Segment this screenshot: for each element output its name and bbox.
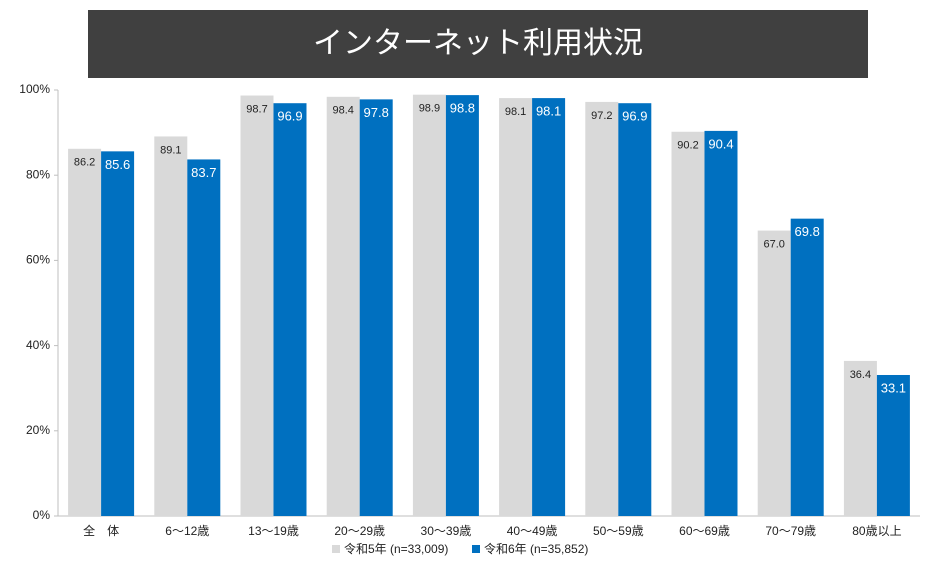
- data-label: 98.9: [419, 103, 440, 115]
- data-label: 96.9: [277, 109, 302, 124]
- bar: [326, 96, 360, 516]
- bar: [359, 99, 393, 516]
- data-label: 85.6: [105, 157, 130, 172]
- data-label: 69.8: [795, 224, 820, 239]
- data-label: 97.2: [591, 110, 612, 122]
- data-label: 36.4: [850, 369, 871, 381]
- legend-label: 令和5年 (n=33,009): [344, 541, 448, 556]
- data-label: 98.8: [450, 101, 475, 116]
- y-tick-label: 100%: [19, 82, 50, 96]
- y-tick-label: 20%: [26, 423, 50, 437]
- data-label: 89.1: [160, 144, 181, 156]
- data-label: 33.1: [881, 380, 906, 395]
- x-tick-label: 20～29歳: [334, 524, 385, 538]
- bar: [671, 131, 705, 517]
- data-label: 90.2: [677, 140, 698, 152]
- data-label: 97.8: [364, 105, 389, 120]
- title-banner: [88, 10, 868, 78]
- data-label: 67.0: [763, 238, 784, 250]
- bar: [101, 151, 135, 516]
- x-tick-label: 13～19歳: [248, 524, 299, 538]
- chart-title: インターネット利用状況: [313, 27, 643, 60]
- bar: [240, 95, 274, 517]
- x-tick-label: 全 体: [83, 523, 119, 538]
- bar: [585, 101, 619, 516]
- data-label: 86.2: [74, 157, 95, 169]
- bar: [412, 94, 446, 516]
- legend-label: 令和6年 (n=35,852): [484, 541, 588, 556]
- bar: [187, 159, 221, 517]
- x-tick-label: 60～69歳: [679, 524, 730, 538]
- y-tick-label: 0%: [33, 508, 51, 522]
- y-tick-label: 40%: [26, 338, 50, 352]
- y-tick-label: 60%: [26, 253, 50, 267]
- x-tick-label: 50～59歳: [593, 524, 644, 538]
- legend-swatch: [332, 545, 340, 553]
- data-label: 83.7: [191, 165, 216, 180]
- x-tick-label: 70～79歳: [765, 524, 816, 538]
- data-label: 96.9: [622, 109, 647, 124]
- data-label: 98.1: [536, 104, 561, 119]
- data-label: 98.1: [505, 106, 526, 118]
- bar: [876, 374, 910, 516]
- bar: [843, 360, 877, 516]
- bar: [68, 148, 102, 516]
- data-label: 98.7: [246, 103, 267, 115]
- data-label: 98.4: [332, 105, 353, 117]
- bar: [532, 98, 566, 517]
- bar: [790, 218, 824, 517]
- data-label: 90.4: [708, 136, 733, 151]
- x-tick-label: 30～39歳: [421, 524, 472, 538]
- legend-swatch: [472, 545, 480, 553]
- x-tick-label: 40～49歳: [507, 524, 558, 538]
- x-tick-label: 6～12歳: [165, 524, 209, 538]
- bar: [273, 103, 307, 517]
- bar: [154, 136, 188, 516]
- bar: [618, 103, 652, 517]
- bar: [445, 95, 479, 516]
- y-tick-label: 80%: [26, 167, 50, 181]
- bar: [499, 98, 533, 517]
- bar: [704, 130, 738, 516]
- bar: [757, 230, 791, 516]
- x-tick-label: 80歳以上: [852, 524, 901, 538]
